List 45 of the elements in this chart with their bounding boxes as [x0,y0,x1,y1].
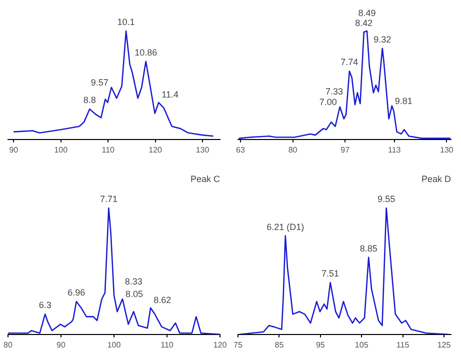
annotation: 7.51 [322,268,340,279]
x-tick-label: 63 [236,145,246,154]
annotation: 8.62 [154,294,172,305]
x-tick-label: 75 [234,340,243,350]
annotation: 7.71 [100,194,118,204]
x-tick-label: 100 [54,145,68,154]
annotation: 7.33 [326,86,344,96]
x-tick-label: 110 [160,340,174,350]
x-tick-label: 80 [4,340,13,350]
chart-title: Peak C [190,174,220,184]
annotation: 7.74 [340,57,358,68]
x-tick-label: 80 [288,145,298,154]
chart-title: Peak D [421,174,452,184]
x-tick-label: 110 [102,145,116,154]
annotation: 10.86 [134,47,158,58]
annotation: 9.57 [90,77,108,88]
x-tick-label: 90 [9,145,19,154]
x-tick-label: 130 [196,145,210,154]
x-tick-label: 85 [274,340,284,350]
annotation: 10.1 [117,16,135,27]
annotation: 11.4 [162,90,178,100]
annotation: 9.32 [374,34,392,44]
annotation: 6.21 (D1) [266,222,304,232]
annotation: 8.8 [83,95,96,106]
x-tick-label: 120 [148,145,163,154]
annotation: 6.3 [38,300,52,310]
x-tick-label: 125 [437,340,452,350]
annotation: 9.55 [378,194,396,204]
annotation: 6.96 [68,288,86,298]
x-tick-label: 100 [107,340,122,350]
x-tick-label: 113 [388,145,402,154]
x-tick-label: 120 [213,340,228,350]
x-tick-label: 97 [340,145,350,154]
annotation: 8.42 [355,18,373,28]
annotation: 8.85 [360,243,378,254]
annotation: 8.05 [125,288,144,299]
x-tick-label: 115 [396,340,410,350]
x-tick-label: 90 [56,340,66,350]
x-tick-label: 105 [354,340,369,350]
x-tick-label: 95 [316,340,326,350]
annotation: 9.81 [394,96,412,106]
annotation: 7.00 [319,96,337,107]
x-tick-label: 130 [440,145,454,154]
annotation: 8.33 [124,276,142,287]
annotation: 8.49 [358,8,376,18]
